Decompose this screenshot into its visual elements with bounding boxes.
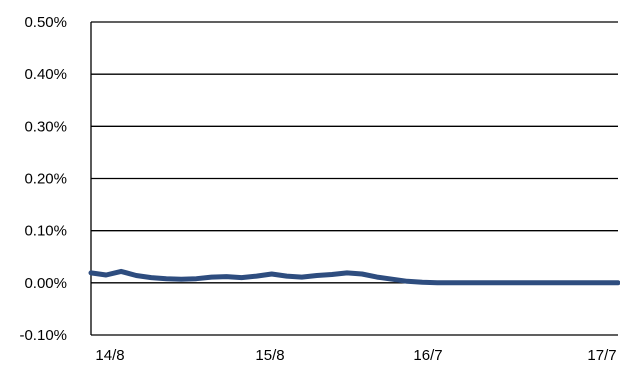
x-tick-labels: 14/8 15/8 16/7 17/7 [95, 347, 616, 364]
series-line-0 [88, 268, 620, 286]
x-tick-label: 14/8 [95, 347, 124, 364]
series-lines [88, 268, 620, 286]
y-tick-label: 0.50% [24, 14, 67, 31]
x-tick-label: 17/7 [587, 347, 616, 364]
y-tick-label: 0.40% [24, 66, 67, 83]
x-tick-label: 15/8 [255, 347, 284, 364]
x-tick-label: 16/7 [413, 347, 442, 364]
y-tick-label: 0.10% [24, 223, 67, 240]
y-tick-label: 0.30% [24, 118, 67, 135]
y-tick-labels: 0.50% 0.40% 0.30% 0.20% 0.10% 0.00% -0.10% [19, 14, 67, 344]
axes [90, 22, 618, 336]
y-tick-label: 0.00% [24, 275, 67, 292]
y-tick-label: 0.20% [24, 171, 67, 188]
y-tick-label: -0.10% [19, 327, 67, 344]
gridlines [91, 21, 618, 284]
